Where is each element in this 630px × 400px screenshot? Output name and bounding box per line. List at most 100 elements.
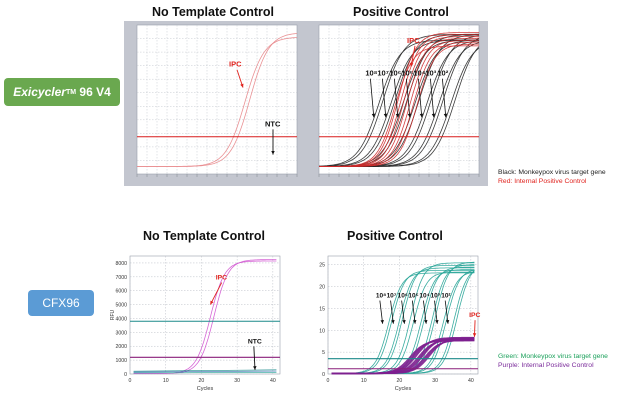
exi-pos-dilution-label: 10⁴ — [413, 69, 425, 78]
exi-legend: Black: Monkeypox virus target gene Red: … — [498, 168, 606, 186]
cfx-pos-dilution-label: 10² — [441, 293, 451, 300]
exi-pos-dilution-arrow — [418, 78, 423, 118]
cfx-pos-xtick-label: 10 — [361, 378, 367, 384]
cfx-ntc-title: No Template Control — [143, 229, 265, 243]
cfx96-platform-badge: CFX96 — [28, 290, 94, 316]
cfx-pos-curve-s1 — [331, 337, 475, 375]
cfx-ntc-ytick-label: 5000 — [115, 303, 127, 309]
cfx-pos-dilution-arrow-head — [412, 319, 417, 324]
cfx-pos-dilution-arrow-head — [402, 319, 406, 324]
exi-pos-curve-s0 — [319, 39, 479, 167]
cfx-ntc-annotation-arrow-head — [253, 366, 257, 370]
cfx-ntc-ytick-label: 4000 — [115, 316, 127, 322]
exi-ntc-title: No Template Control — [152, 5, 274, 19]
exi-pos-dilution-label: 10⁸ — [365, 69, 377, 78]
exi-pos-dilution-label: 10⁷ — [377, 69, 388, 78]
exi-pos-dilution-arrow-head — [395, 113, 400, 118]
exi-ntc-annotation-arrow-head — [271, 151, 275, 155]
cfx-ntc-plot-area — [129, 255, 281, 375]
exi-pos-dilution-arrow-head — [419, 113, 424, 118]
exi-legend-black: Black: Monkeypox virus target gene — [498, 169, 606, 176]
cfx-pos-dilution-label: 10⁶ — [398, 293, 408, 300]
cfx-pos-title: Positive Control — [347, 229, 443, 243]
cfx-pos-ytick-label: 10 — [319, 328, 325, 334]
cfx-ntc-xtick-label: 30 — [234, 378, 240, 384]
exicycler-label-rest: 96 V4 — [76, 85, 111, 99]
cfx-pos-xtick-label: 20 — [397, 378, 403, 384]
cfx-ntc-annotation-arrow — [253, 346, 256, 370]
cfx-ntc-annotation-ntc: NTC — [248, 338, 262, 345]
cfx-legend: Green: Monkeypox virus target gene Purpl… — [498, 352, 608, 370]
cfx-ntc-ytick-label: 0 — [124, 372, 127, 378]
exi-pos-title: Positive Control — [353, 5, 449, 19]
exi-pos-dilution-arrow — [394, 78, 399, 118]
cfx-pos-dilution-arrow — [379, 300, 384, 324]
exi-pos-annotation-ipc: IPC — [407, 36, 420, 45]
exi-pos-annotation-arrow-head — [409, 62, 414, 67]
cfx-ntc-ytick-label: 8000 — [115, 261, 127, 267]
exi-pos-dilution-arrow-head — [371, 113, 376, 118]
exi-pos-chart: 10⁸ 10⁷ 10⁶ 10⁵ 10⁴ 10³ 10² IPC — [318, 24, 480, 177]
exi-pos-dilution-arrow — [382, 78, 387, 118]
cfx-pos-dilution-label: 10⁸ — [376, 293, 386, 300]
exicycler-label-main: Exicycler — [13, 85, 66, 99]
exi-pos-curve-s1 — [319, 43, 479, 167]
cfx-pos-dilution-arrow — [411, 300, 416, 324]
exi-ntc-annotation-arrow-head — [240, 83, 244, 88]
cfx-ntc-ytick-label: 7000 — [115, 275, 127, 281]
cfx-pos-annotation-arrow-head — [472, 333, 477, 337]
cfx-pos-ytick-label: 25 — [319, 263, 325, 269]
cfx-pos-xtick-label: 0 — [327, 378, 330, 384]
exi-pos-dilution-label: 10³ — [425, 69, 436, 78]
cfx-pos-dilution-arrow — [444, 300, 449, 324]
cfx-pos-dilution-arrow-head — [435, 319, 439, 324]
cfx-ntc-xlabel: Cycles — [197, 386, 214, 392]
cfx-ntc-xtick-label: 0 — [129, 378, 132, 384]
exi-ntc-annotation-ipc: IPC — [229, 60, 242, 69]
cfx-ntc-annotation-ipc: IPC — [216, 275, 227, 282]
cfx-ntc-ytick-label: 2000 — [115, 344, 127, 350]
cfx-pos-dilution-arrow-head — [380, 319, 384, 324]
exi-ntc-annotation-ntc: NTC — [265, 119, 281, 128]
exi-pos-dilution-arrow — [406, 78, 411, 118]
cfx-ntc-ntc-baseline — [133, 372, 277, 374]
cfx-legend-purple: Purple: Internal Positive Control — [498, 362, 594, 369]
cfx-pos-dilution-label: 10³ — [431, 293, 441, 300]
exi-pos-dilution-arrow-head — [431, 113, 436, 118]
cfx-pos-ytick-label: 5 — [322, 350, 325, 356]
exi-pos-dilution-arrow — [430, 78, 435, 118]
cfx-ntc-ntc-baseline — [133, 369, 277, 372]
cfx-ntc-ntc-baseline — [133, 370, 277, 373]
exi-pos-dilution-arrow — [442, 78, 447, 118]
exi-ntc-curve-s0 — [137, 33, 298, 167]
exi-pos-dilution-label: 10² — [437, 69, 448, 78]
exi-ntc-chart: IPC NTC — [136, 24, 298, 177]
exi-pos-dilution-label: 10⁶ — [389, 69, 401, 78]
cfx-pos-chart: 0 10 20 30 40 0 5 10 15 20 25 Cycles 10⁸ 10⁷ 10⁶ 10⁵ 10⁴… — [319, 255, 480, 392]
cfx-ntc-ylabel: RFU — [110, 309, 116, 320]
exi-pos-dilution-label: 10⁵ — [401, 69, 413, 78]
cfx-pos-xtick-label: 30 — [432, 378, 438, 384]
cfx-ntc-chart: 0 10 20 30 40 0 1000 2000 3000 4000 5000 6000 7000 80… — [110, 255, 281, 392]
cfx-pos-dilution-label: 10⁷ — [387, 293, 397, 300]
cfx-pos-dilution-label: 10⁵ — [408, 293, 418, 300]
cfx-pos-xlabel: Cycles — [395, 386, 412, 392]
cfx-pos-xtick-label: 40 — [468, 378, 474, 384]
cfx-ntc-xtick-label: 20 — [199, 378, 205, 384]
cfx-ntc-xtick-label: 10 — [163, 378, 169, 384]
exi-pos-dilution-arrow-head — [383, 113, 388, 118]
cfx-pos-dilution-arrow-head — [445, 319, 450, 324]
cfx96-label: CFX96 — [42, 296, 80, 310]
cfx-pos-annotation-ipc: IPC — [469, 312, 480, 319]
cfx-pos-dilution-label: 10⁴ — [419, 293, 429, 300]
exi-pos-dilution-arrow — [370, 78, 375, 118]
exicycler-label-tm: TM — [65, 88, 77, 96]
exi-pos-dilution-arrow-head — [443, 113, 448, 118]
exi-legend-red: Red: Internal Positive Control — [498, 178, 587, 185]
cfx-ntc-annotation-arrow — [209, 282, 223, 305]
cfx-ntc-annotation-arrow-head — [210, 300, 214, 305]
cfx-pos-dilution-arrow — [423, 300, 427, 324]
cfx-ntc-curve-s0 — [133, 259, 277, 374]
cfx-pos-ytick-label: 0 — [322, 372, 325, 378]
cfx-pos-dilution-arrow — [390, 300, 394, 324]
